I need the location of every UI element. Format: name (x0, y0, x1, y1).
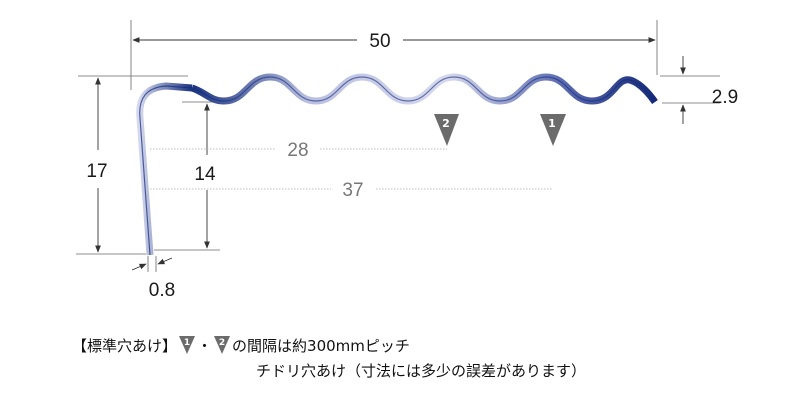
dim-height-outer-label: 17 (86, 161, 107, 182)
dim-height-inner-label: 14 (194, 164, 216, 185)
dim-hole-1-label: 37 (342, 180, 363, 201)
dimension-lines (95, 37, 686, 271)
profile-leg-edge (139, 85, 193, 256)
note-separator: ・ (197, 337, 213, 355)
dim-thickness-label: 0.8 (149, 280, 175, 301)
marker-2-icon: 2 (214, 336, 231, 354)
svg-text:2: 2 (219, 338, 225, 348)
profile-wave (190, 73, 658, 105)
dim-hole-2-label: 28 (287, 140, 308, 161)
svg-text:1: 1 (184, 338, 190, 348)
note-line-1: 【標準穴あけ】 1 ・ 2 の間隔は約300mmピッチ (72, 335, 410, 355)
note-suffix: の間隔は約300mmピッチ (232, 337, 410, 355)
steel-profile (136, 73, 658, 256)
hole-marker-2: 2 (434, 114, 459, 146)
dim-wave-label: 2.9 (712, 87, 738, 108)
hole-marker-1: 1 (540, 114, 566, 146)
svg-text:1: 1 (548, 117, 556, 130)
svg-text:2: 2 (442, 117, 450, 130)
note-line-2: チドリ穴あけ（寸法には多少の誤差があります） (256, 362, 587, 380)
hole-distance-lines (150, 148, 553, 190)
extension-lines (76, 20, 720, 272)
dim-line-thickness (131, 263, 147, 271)
note-prefix: 【標準穴あけ】 (72, 337, 178, 355)
dim-width-label: 50 (369, 31, 390, 52)
profile-wave-edge (191, 76, 656, 103)
marker-1-icon: 1 (179, 336, 196, 354)
